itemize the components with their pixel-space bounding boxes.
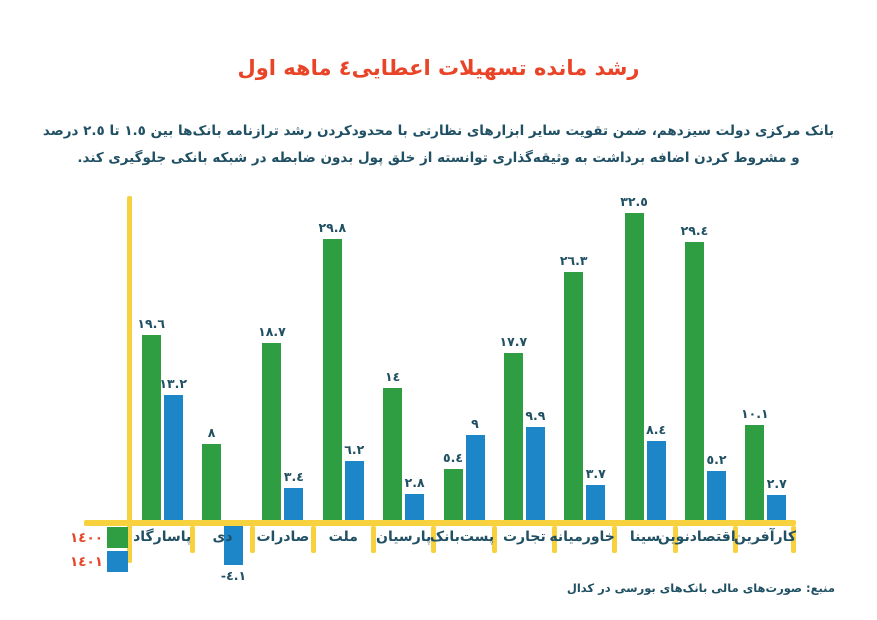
bar-value-label-١٤٠٠-5: ٥.٤ — [442, 450, 463, 466]
bar-١٤٠١-2 — [284, 487, 304, 520]
bar-١٤٠١-8 — [646, 440, 666, 520]
bar-value-label-١٤٠١-8: ٨.٤ — [646, 421, 667, 437]
bar-١٤٠٠-5 — [443, 469, 463, 520]
axis-tick-2 — [250, 526, 256, 553]
bar-value-label-١٤٠١-10: ٢.٧ — [766, 475, 787, 491]
bar-value-label-١٤٠١-7: ٣.٧ — [585, 466, 606, 482]
bar-value-label-١٤٠٠-0: ١٩.٦ — [137, 315, 165, 331]
chart-legend: ١٤٠٠ ١٤٠١ — [58, 527, 128, 575]
bar-value-label-١٤٠٠-8: ٣٢.٥ — [620, 194, 648, 210]
axis-tick-6 — [491, 526, 497, 553]
axis-tick-10 — [733, 526, 739, 553]
category-label-2: صادرات — [256, 529, 310, 545]
bar-١٤٠٠-0 — [141, 334, 161, 520]
axis-tick-4 — [370, 526, 376, 553]
axis-tick-9 — [672, 526, 678, 553]
axis-tick-3 — [310, 526, 316, 553]
bar-value-label-١٤٠١-1: -٤.١ — [220, 567, 247, 583]
bar-١٤٠٠-9 — [684, 242, 704, 520]
y-axis-line — [127, 196, 132, 563]
bar-value-label-١٤٠١-2: ٣.٤ — [283, 468, 304, 484]
category-label-6: تجارت — [502, 529, 546, 545]
bar-value-label-١٤٠٠-4: ١٤ — [384, 368, 401, 384]
description-line-2: و مشروط کردن اضافه برداشت به وثیقه‌گذاری… — [77, 150, 800, 166]
bar-١٤٠١-3 — [344, 461, 364, 520]
legend-label-1: ١٤٠١ — [70, 553, 103, 570]
bar-١٤٠١-1 — [224, 526, 244, 565]
bar-١٤٠١-5 — [465, 435, 485, 520]
category-label-5: پست‌بانک — [429, 529, 495, 545]
axis-tick-5 — [431, 526, 437, 553]
bar-value-label-١٤٠٠-10: ١٠.١ — [740, 405, 769, 421]
bar-١٤٠٠-8 — [624, 213, 644, 520]
bar-value-label-١٤٠٠-9: ٢٩.٤ — [680, 223, 709, 239]
legend-row-1: ١٤٠١ — [58, 551, 128, 572]
legend-swatch-1 — [107, 551, 128, 572]
legend-swatch-0 — [107, 527, 128, 548]
description-line-1: بانک مرکزی دولت سیزدهم، ضمن تقویت سایر ا… — [42, 123, 835, 139]
page-title: رشد مانده تسهیلات اعطایی٤ ماهه اول — [237, 56, 640, 80]
category-label-4: پارسیان — [376, 529, 432, 545]
axis-tick-8 — [612, 526, 618, 553]
bar-value-label-١٤٠٠-3: ٢٩.٨ — [318, 219, 347, 235]
bar-value-label-١٤٠٠-2: ١٨.٧ — [258, 324, 286, 340]
axis-tick-1 — [189, 526, 195, 553]
category-label-10: کارآفرین — [733, 529, 796, 545]
bar-value-label-١٤٠١-9: ٥.٢ — [706, 451, 727, 467]
category-label-0: پاسارگاد — [133, 529, 192, 545]
bar-value-label-١٤٠١-0: ١٣.٢ — [159, 376, 187, 392]
category-label-8: سینا — [629, 529, 661, 545]
bar-١٤٠٠-6 — [503, 352, 523, 520]
bar-value-label-١٤٠١-6: ٩.٩ — [525, 407, 546, 423]
bar-١٤٠١-0 — [163, 395, 183, 520]
bar-١٤٠٠-10 — [745, 424, 765, 520]
bar-value-label-١٤٠١-3: ٦.٢ — [344, 442, 365, 458]
axis-tick-7 — [552, 526, 558, 553]
bar-١٤٠٠-4 — [383, 387, 403, 520]
chart-description: بانک مرکزی دولت سیزدهم، ضمن تقویت سایر ا… — [0, 118, 877, 172]
bar-value-label-١٤٠٠-1: ٨ — [207, 425, 216, 441]
bar-١٤٠١-10 — [767, 494, 787, 520]
category-label-7: خاورمیانه — [549, 529, 615, 545]
bar-١٤٠١-6 — [525, 426, 545, 520]
bar-١٤٠١-4 — [405, 493, 425, 520]
x-axis-line — [84, 520, 796, 526]
category-label-3: ملت — [328, 529, 358, 545]
bar-value-label-١٤٠١-4: ٢.٨ — [404, 474, 425, 490]
axis-tick-end — [791, 526, 796, 553]
bar-١٤٠٠-1 — [202, 444, 222, 520]
bar-١٤٠١-9 — [706, 470, 726, 520]
category-label-1: دی — [212, 529, 233, 545]
bar-١٤٠٠-2 — [262, 343, 282, 520]
category-label-9: اقتصادنوین — [657, 529, 736, 545]
bar-value-label-١٤٠٠-6: ١٧.٧ — [499, 333, 528, 349]
bar-value-label-١٤٠٠-7: ٢٦.٣ — [559, 252, 588, 268]
bar-١٤٠٠-7 — [564, 271, 584, 520]
legend-row-0: ١٤٠٠ — [58, 527, 128, 548]
legend-label-0: ١٤٠٠ — [70, 529, 103, 546]
bar-١٤٠٠-3 — [322, 238, 342, 520]
bar-١٤٠١-7 — [586, 485, 606, 520]
source-note: منبع: صورت‌های مالی بانک‌های بورسی در کد… — [566, 581, 835, 595]
bar-value-label-١٤٠١-5: ٩ — [471, 416, 479, 432]
